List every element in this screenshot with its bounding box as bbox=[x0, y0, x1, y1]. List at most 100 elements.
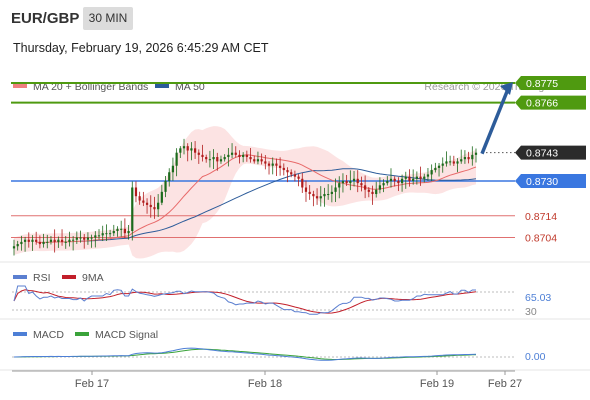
candle-body bbox=[341, 180, 345, 184]
candle bbox=[193, 141, 197, 159]
candle-body bbox=[256, 159, 260, 162]
candle bbox=[175, 148, 178, 177]
candle bbox=[330, 185, 333, 203]
candle bbox=[375, 181, 378, 198]
candle bbox=[90, 234, 93, 248]
candle bbox=[112, 224, 115, 237]
x-tick-label: Feb 17 bbox=[75, 378, 109, 390]
candle bbox=[108, 229, 112, 238]
candle-body bbox=[349, 180, 352, 184]
candle bbox=[145, 198, 149, 214]
candle bbox=[160, 184, 163, 206]
candle-body bbox=[57, 239, 60, 242]
candle-body bbox=[238, 154, 241, 158]
candle-body bbox=[234, 152, 237, 155]
candle bbox=[42, 233, 45, 248]
candle bbox=[456, 158, 459, 173]
candle bbox=[264, 155, 267, 170]
candle-body bbox=[430, 170, 433, 175]
candle-body bbox=[186, 146, 189, 151]
candle bbox=[389, 168, 393, 188]
level-label-0.8775: 0.8775 bbox=[526, 78, 558, 90]
candle-body bbox=[42, 241, 45, 245]
candle-body bbox=[419, 176, 422, 179]
candle-body bbox=[201, 154, 204, 158]
candle bbox=[463, 150, 467, 164]
candle bbox=[260, 153, 263, 165]
candle-body bbox=[434, 167, 437, 171]
candle bbox=[323, 187, 326, 207]
candle bbox=[349, 170, 352, 191]
candle-body bbox=[197, 152, 200, 155]
candle bbox=[393, 176, 396, 187]
candle-body bbox=[386, 180, 389, 184]
bollinger-band-area bbox=[14, 126, 476, 259]
candle-body bbox=[112, 231, 115, 234]
macd-signal-line bbox=[14, 348, 477, 360]
candle bbox=[256, 151, 260, 165]
candle bbox=[434, 162, 437, 173]
candle-body bbox=[171, 165, 175, 173]
candle-body bbox=[375, 189, 378, 195]
candle bbox=[131, 181, 134, 241]
x-axis: Feb 17 Feb 18 Feb 19 Feb 27 bbox=[75, 371, 522, 390]
candle bbox=[352, 170, 356, 187]
candle bbox=[282, 163, 285, 176]
macd-signal-legend-swatch bbox=[75, 332, 89, 336]
candle bbox=[367, 187, 370, 198]
candle bbox=[271, 157, 274, 175]
timeframe-button[interactable]: 30 MIN bbox=[83, 7, 133, 30]
candle-body bbox=[400, 178, 404, 184]
candle bbox=[186, 143, 189, 162]
candle-body bbox=[282, 167, 285, 171]
candle bbox=[72, 236, 75, 251]
candle-body bbox=[134, 187, 138, 197]
candle bbox=[345, 174, 348, 186]
candle bbox=[460, 149, 463, 164]
candle bbox=[474, 148, 478, 163]
instrument-symbol: EUR/GBP bbox=[11, 10, 80, 27]
candle-body bbox=[352, 178, 356, 181]
candle-body bbox=[86, 237, 90, 240]
candle-body bbox=[60, 239, 64, 242]
price-labels: 0.8775 0.8766 0.8743 0.8730 0.8714 0.8704 bbox=[515, 76, 586, 245]
candle-body bbox=[153, 207, 156, 210]
candle bbox=[94, 231, 97, 248]
candle bbox=[31, 235, 34, 251]
candle-body bbox=[275, 163, 278, 166]
candle bbox=[275, 158, 278, 177]
candle bbox=[304, 180, 308, 202]
candle bbox=[249, 147, 252, 163]
candle-body bbox=[46, 241, 49, 243]
candle bbox=[312, 190, 315, 207]
candle-body bbox=[367, 189, 370, 192]
candle bbox=[415, 171, 418, 185]
candle-body bbox=[212, 157, 215, 160]
candle-body bbox=[175, 152, 178, 166]
rsi-ma-line bbox=[13, 289, 477, 314]
candle-body bbox=[471, 154, 474, 160]
candle bbox=[20, 235, 23, 251]
target-arrow bbox=[480, 82, 513, 155]
candle bbox=[205, 154, 208, 163]
candle-body bbox=[456, 161, 459, 164]
candle-body bbox=[356, 178, 359, 184]
level-label-0.8714: 0.8714 bbox=[525, 211, 557, 223]
macd-value: 0.00 bbox=[525, 351, 546, 363]
candle bbox=[219, 155, 223, 164]
x-tick-label: Feb 27 bbox=[488, 378, 522, 390]
candles bbox=[12, 138, 478, 256]
candle-body bbox=[219, 159, 223, 162]
rsi-line bbox=[13, 285, 476, 315]
candle bbox=[16, 240, 19, 251]
candle-body bbox=[35, 239, 38, 242]
candle-body bbox=[323, 194, 326, 197]
candle-body bbox=[116, 228, 119, 232]
candle-body bbox=[315, 196, 319, 199]
candle-body bbox=[452, 161, 455, 164]
rsi-lines bbox=[13, 285, 477, 315]
level-tag-0.8743 bbox=[515, 145, 586, 160]
macd-legend-swatch bbox=[13, 332, 27, 336]
macd-legend-label: MACD bbox=[33, 329, 64, 341]
